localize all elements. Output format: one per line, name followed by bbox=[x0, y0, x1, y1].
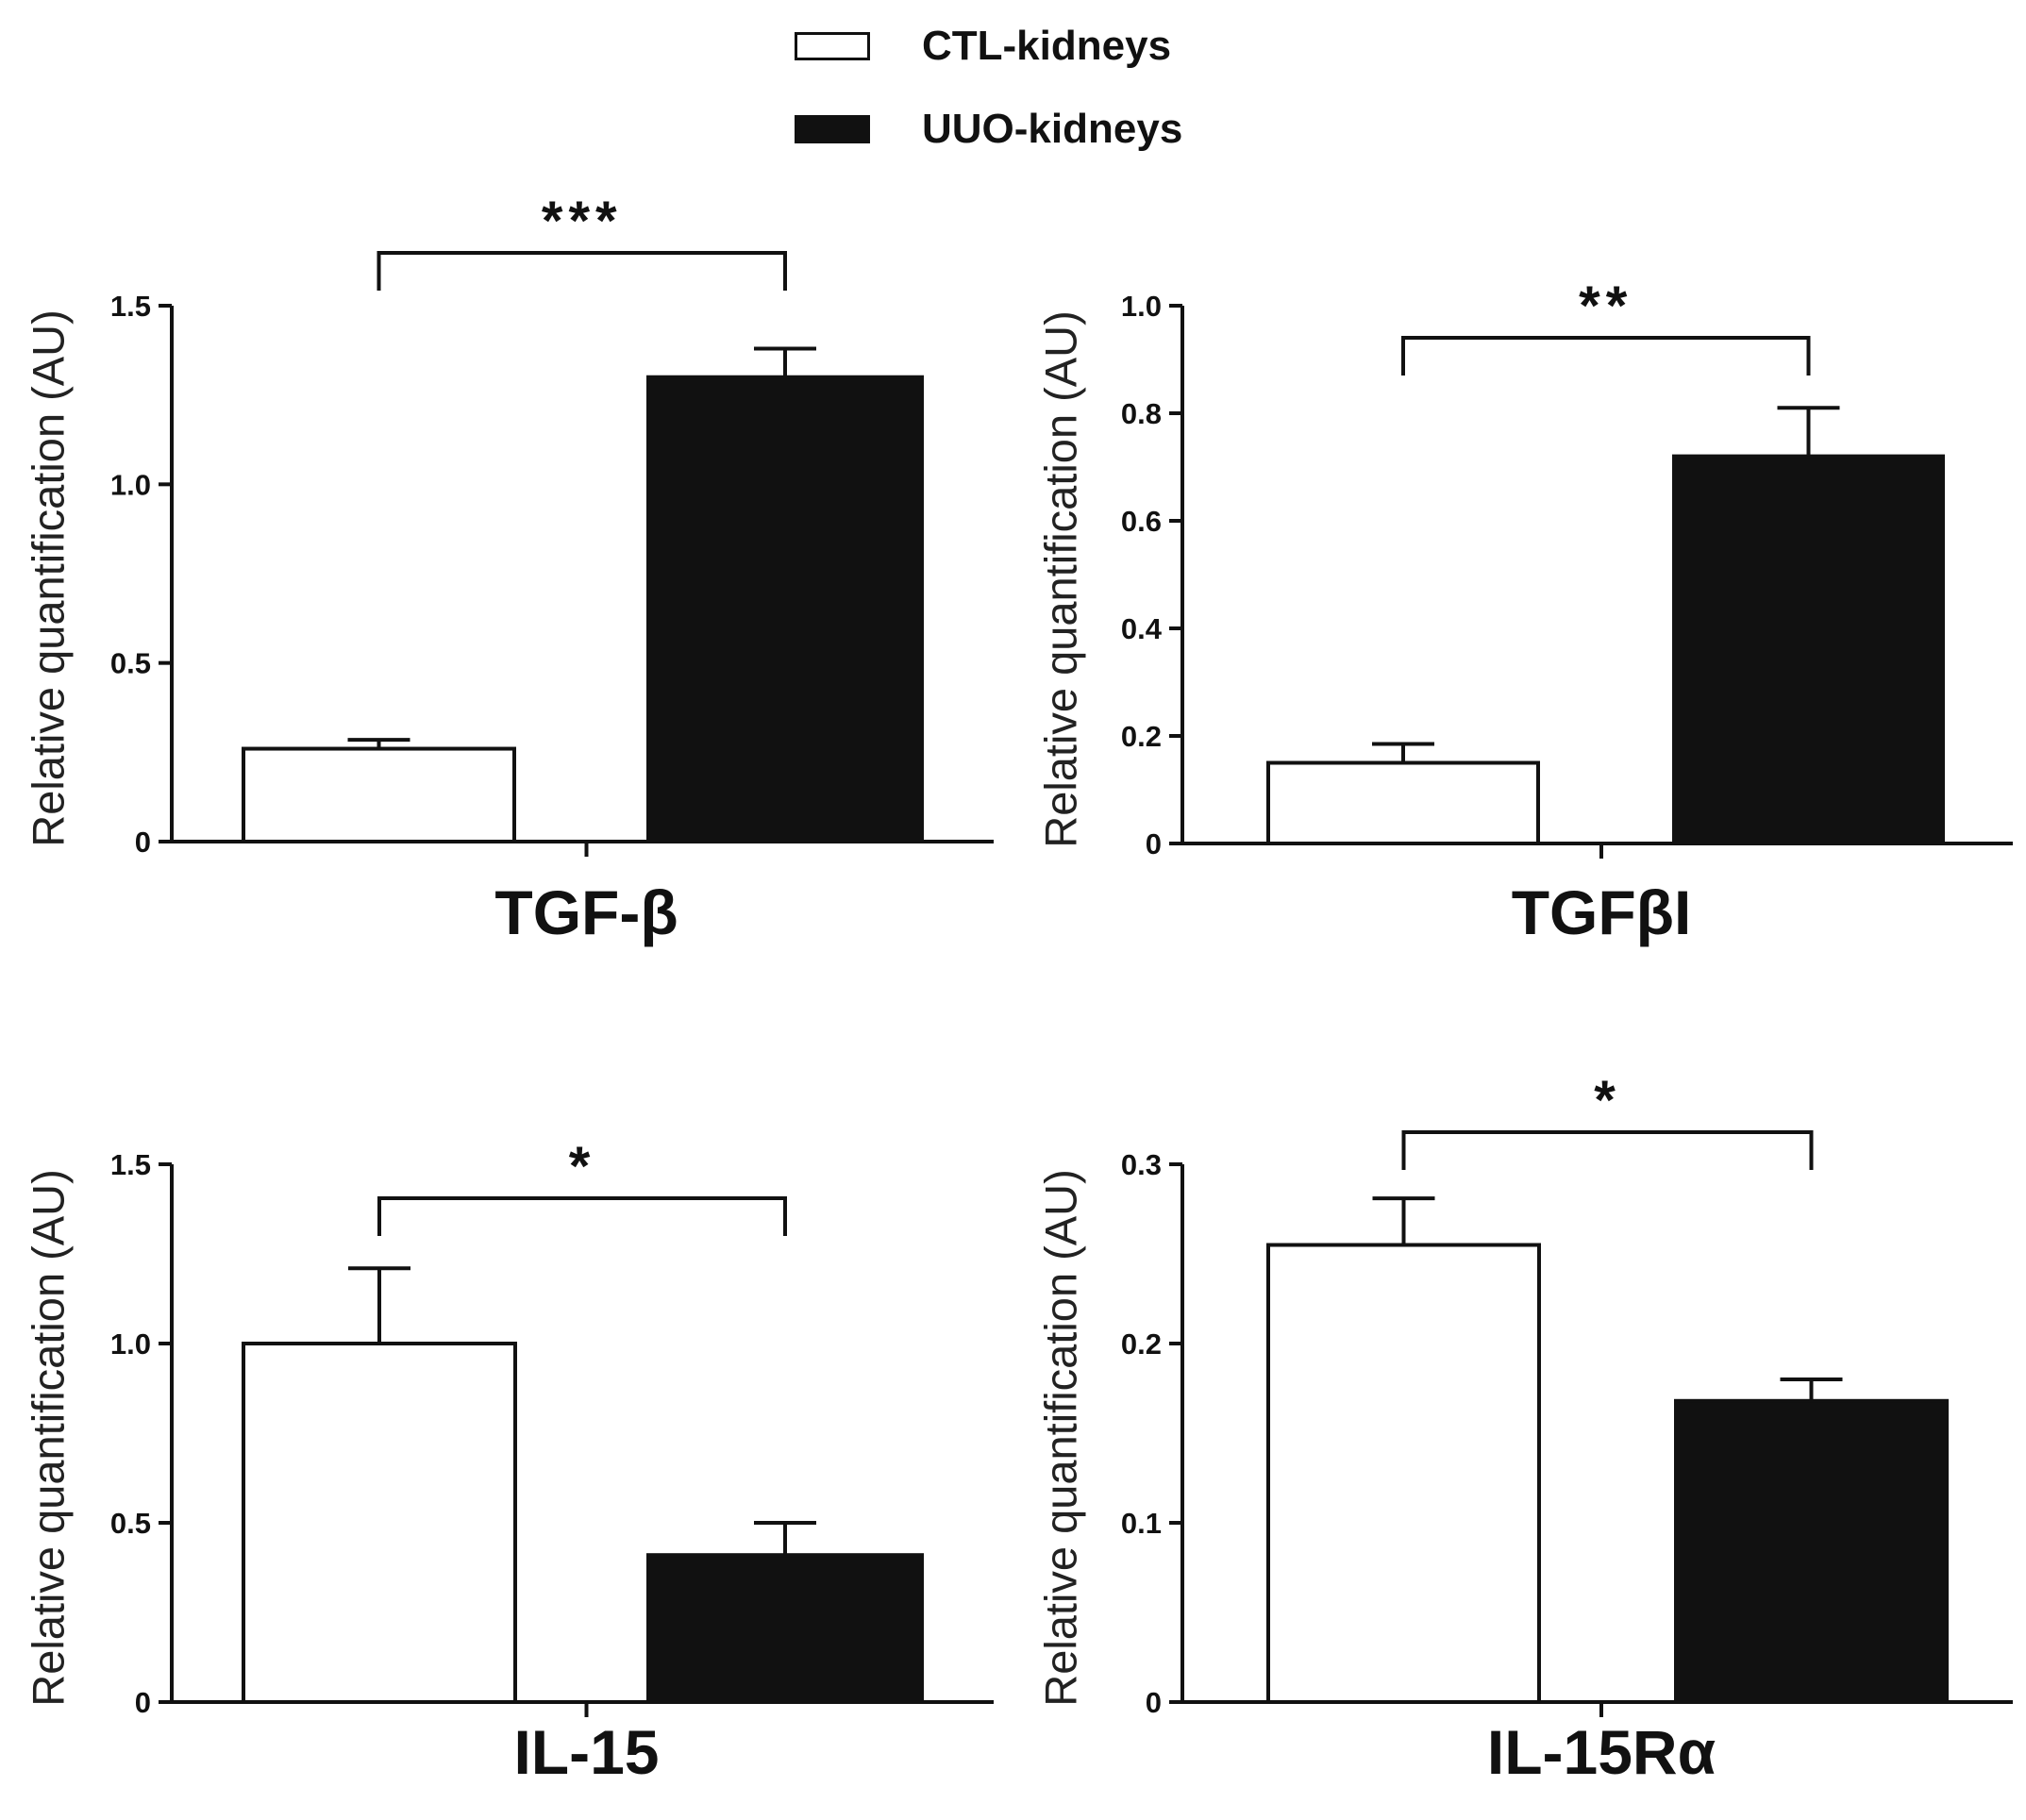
chart-title: TGFβI bbox=[1512, 877, 1692, 947]
y-tick-label: 0.1 bbox=[1121, 1507, 1162, 1540]
y-tick-label: 0 bbox=[1146, 1686, 1162, 1719]
bar-ctl-kidneys bbox=[1266, 1243, 1541, 1704]
legend-item-uuo: UUO-kidneys bbox=[795, 106, 1182, 153]
chart-tgfbi: 0 0.2 0.4 0.6 0.8 1.0 ** Relative quantificatio… bbox=[1035, 276, 2013, 947]
legend-label-ctl: CTL-kidneys bbox=[922, 23, 1172, 69]
y-tick-label: 1.5 bbox=[110, 290, 151, 323]
significance-bracket bbox=[377, 251, 787, 291]
significance-bracket bbox=[377, 1196, 787, 1236]
chart-title: IL-15Rα bbox=[1487, 1717, 1716, 1787]
y-axis-label: Relative quantification (AU) bbox=[23, 1169, 73, 1707]
y-tick-label: 0.2 bbox=[1121, 1327, 1162, 1361]
y-tick-label: 0 bbox=[135, 826, 151, 859]
significance-label: * bbox=[1594, 1070, 1621, 1131]
y-axis-label: Relative quantification (AU) bbox=[23, 309, 73, 847]
y-tick-label: 0 bbox=[135, 1686, 151, 1719]
bar-ctl-kidneys bbox=[242, 1342, 517, 1704]
y-tick-label: 0.3 bbox=[1121, 1148, 1162, 1181]
y-axis-label: Relative quantification (AU) bbox=[1035, 310, 1085, 848]
bar-uuo-kidneys bbox=[1674, 1398, 1949, 1704]
chart-tgf-beta: 0 0.5 1.0 1.5 *** Relative quantification (AU… bbox=[23, 191, 994, 947]
significance-bracket bbox=[1401, 336, 1811, 376]
bar-uuo-kidneys bbox=[646, 1553, 924, 1705]
y-tick-label: 1.0 bbox=[1121, 290, 1162, 323]
y-tick-label: 0 bbox=[1146, 827, 1162, 860]
chart-title: IL-15 bbox=[513, 1717, 659, 1787]
bar-ctl-kidneys bbox=[242, 746, 516, 844]
chart-il-15: 0 0.5 1.0 1.5 * Relative quantification (AU) I… bbox=[23, 1136, 994, 1787]
y-tick-label: 0.8 bbox=[1121, 397, 1162, 430]
y-tick-label: 0.2 bbox=[1121, 720, 1162, 753]
significance-label: ** bbox=[1579, 276, 1633, 337]
bar-uuo-kidneys bbox=[646, 375, 924, 843]
y-tick-label: 0.5 bbox=[110, 647, 151, 680]
y-tick-label: 0.4 bbox=[1121, 612, 1163, 645]
bar-uuo-kidneys bbox=[1672, 454, 1945, 845]
y-axis-label: Relative quantification (AU) bbox=[1035, 1169, 1085, 1707]
bar-ctl-kidneys bbox=[1266, 760, 1540, 845]
legend-item-ctl: CTL-kidneys bbox=[795, 23, 1171, 70]
chart-title: TGF-β bbox=[494, 877, 678, 947]
legend: CTL-kidneys UUO-kidneys bbox=[0, 0, 2026, 170]
significance-bracket bbox=[1401, 1130, 1814, 1170]
legend-swatch-uuo bbox=[795, 115, 870, 143]
significance-label: *** bbox=[542, 191, 623, 252]
y-tick-label: 0.5 bbox=[110, 1507, 151, 1540]
y-tick-label: 1.0 bbox=[110, 1327, 151, 1361]
legend-label-uuo: UUO-kidneys bbox=[922, 106, 1183, 152]
legend-swatch-ctl bbox=[795, 32, 870, 60]
y-tick-label: 1.0 bbox=[110, 468, 151, 501]
significance-label: * bbox=[569, 1136, 596, 1197]
y-tick-label: 0.6 bbox=[1121, 505, 1162, 538]
chart-il-15r-alpha: 0 0.1 0.2 0.3 * Relative quantification (AU) I… bbox=[1035, 1070, 2013, 1787]
y-tick-label: 1.5 bbox=[110, 1148, 151, 1181]
